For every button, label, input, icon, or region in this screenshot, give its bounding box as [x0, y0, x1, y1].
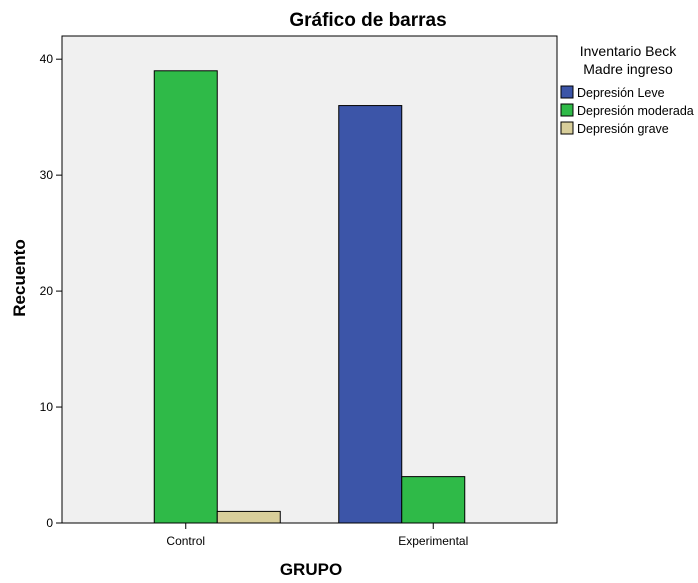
x-tick-label: Experimental	[398, 534, 468, 548]
legend: Inventario Beck Madre ingreso Depresión …	[560, 43, 694, 136]
y-tick-label: 20	[40, 284, 54, 298]
y-axis: 0 10 20 30 40	[40, 52, 62, 530]
x-axis-title: GRUPO	[280, 560, 342, 579]
legend-title-line-1: Inventario Beck	[580, 43, 677, 59]
bar-control-depresión-grave	[216, 510, 281, 524]
legend-swatch	[560, 85, 574, 99]
y-tick-label: 40	[40, 52, 54, 66]
y-tick-label: 0	[46, 516, 53, 530]
bar-experimental-depresión-moderada	[401, 476, 466, 524]
chart-title: Gráfico de barras	[289, 10, 446, 31]
y-tick-label: 30	[40, 168, 54, 182]
bars	[153, 70, 466, 524]
plot-area	[61, 35, 558, 524]
legend-swatch	[560, 103, 574, 117]
y-axis-title: Recuento	[10, 239, 29, 316]
legend-label: Depresión Leve	[577, 86, 665, 100]
x-tick-label: Control	[166, 534, 205, 548]
bar-experimental-depresión-leve	[338, 105, 403, 524]
x-axis: Control Experimental	[166, 523, 468, 548]
legend-label: Depresión grave	[577, 122, 669, 136]
bar-control-depresión-moderada	[153, 70, 218, 524]
y-tick-label: 10	[40, 400, 54, 414]
legend-swatch	[560, 121, 574, 135]
legend-label: Depresión moderada	[577, 104, 694, 118]
legend-title-line-2: Madre ingreso	[583, 61, 673, 77]
